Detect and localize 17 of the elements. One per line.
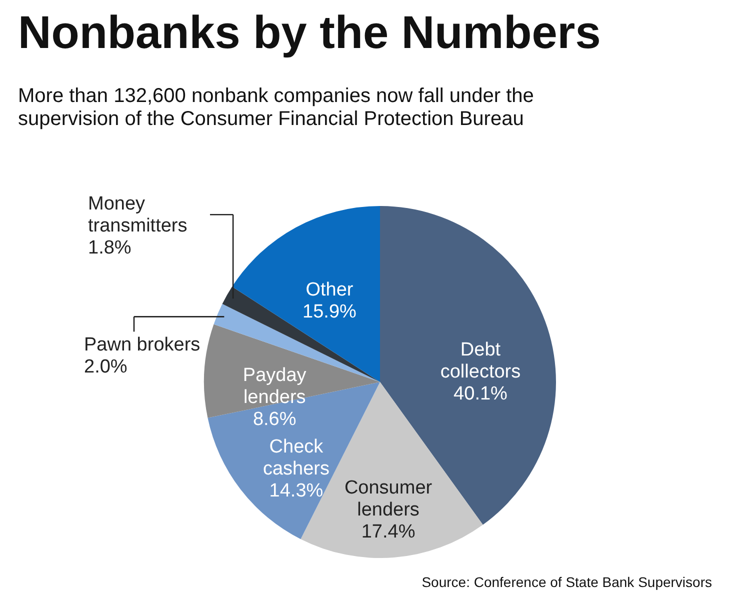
data-label: 8.6% [252, 409, 296, 430]
data-label: 15.9% [302, 301, 357, 322]
chart-subtitle: More than 132,600 nonbank companies now fall under the supervision of the Consumer Financial Protection Bureau [18, 85, 534, 130]
slice-label: Consumer lenders [344, 477, 433, 520]
data-label: 40.1% [454, 384, 508, 405]
data-label: 2.0% [84, 356, 128, 378]
slice-label: Pawn brokers [84, 334, 200, 356]
data-label: 14.3% [269, 480, 324, 502]
source-note: Source: Conference of State Bank Supervisors [422, 574, 712, 590]
slice-label: Check cashers [262, 436, 330, 480]
data-label: 17.4% [361, 521, 416, 542]
slice-label: Payday lenders [242, 365, 307, 408]
slice-label: Debt collectors [440, 340, 521, 383]
slice-label: Money transmitters [88, 194, 188, 237]
data-label: 1.8% [88, 238, 132, 259]
slice-label: Other [306, 279, 354, 300]
chart-title: Nonbanks by the Numbers [18, 6, 601, 58]
